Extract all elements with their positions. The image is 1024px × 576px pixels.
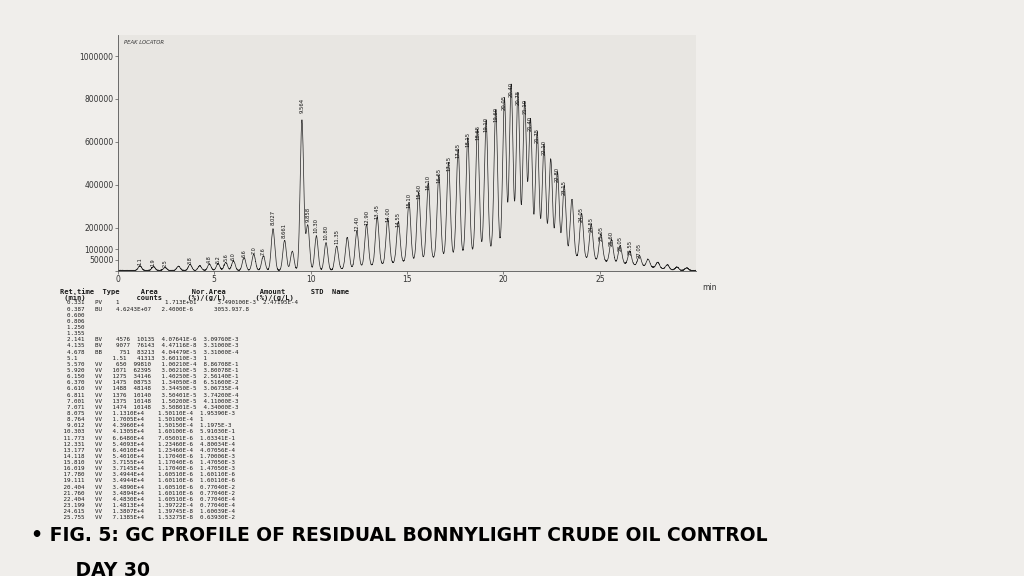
Text: 20.404   VV   3.4890E+4    1.60510E-6  0.77040E-2: 20.404 VV 3.4890E+4 1.60510E-6 0.77040E-… [59, 484, 234, 490]
Text: 5.1          1.51   41313  3.60110E-3  1: 5.1 1.51 41313 3.60110E-3 1 [59, 356, 207, 361]
Text: 8.075   VV   1.1310E+4    1.50110E-4  1.95390E-3: 8.075 VV 1.1310E+4 1.50110E-4 1.95390E-3 [59, 411, 234, 416]
Text: min: min [702, 282, 717, 291]
Text: 12.40: 12.40 [354, 217, 359, 232]
Text: DAY 30: DAY 30 [56, 561, 151, 576]
Text: 11.773   VV   6.6480E+4    7.05001E-6  1.03341E-1: 11.773 VV 6.6480E+4 7.05001E-6 1.03341E-… [59, 435, 234, 441]
Text: 10.80: 10.80 [324, 225, 329, 240]
Text: 9.012   VV   4.3960E+4    1.50150E-4  1.1975E-3: 9.012 VV 4.3960E+4 1.50150E-4 1.1975E-3 [59, 423, 231, 428]
Text: 23.199   VV   1.4813E+4    1.39722E-4  0.77040E-4: 23.199 VV 1.4813E+4 1.39722E-4 0.77040E-… [59, 503, 234, 508]
Text: 8.661: 8.661 [282, 222, 287, 238]
Text: 5.6: 5.6 [223, 254, 228, 262]
Text: 7.071   VV   1474  10148   3.50801E-5  4.34000E-3: 7.071 VV 1474 10148 3.50801E-5 4.34000E-… [59, 405, 239, 410]
Text: 6.6: 6.6 [242, 249, 247, 257]
Text: 19.10: 19.10 [483, 116, 488, 132]
Text: 16.019   VV   3.7145E+4    1.17040E-6  1.47050E-3: 16.019 VV 3.7145E+4 1.17040E-6 1.47050E-… [59, 466, 234, 471]
Text: 14.55: 14.55 [396, 211, 400, 226]
Text: 14.118   VV   5.4010E+4    1.17040E-6  1.70006E-3: 14.118 VV 5.4010E+4 1.17040E-6 1.70006E-… [59, 454, 234, 459]
Text: 20.05: 20.05 [502, 96, 507, 111]
Text: 7.6: 7.6 [261, 247, 266, 255]
Text: 9.564: 9.564 [299, 97, 304, 113]
Text: 4.135   BV    9077  76143  4.47116E-8  3.31000E-3: 4.135 BV 9077 76143 4.47116E-8 3.31000E-… [59, 343, 239, 348]
Text: 7.001   VV   1375  10148   1.50200E-5  4.11000E-3: 7.001 VV 1375 10148 1.50200E-5 4.11000E-… [59, 399, 239, 404]
Text: 25.60: 25.60 [609, 230, 614, 245]
Text: 0.806: 0.806 [59, 319, 84, 324]
Text: 0.387   BU    4.6243E+07   2.4000E-6      3053.937.8: 0.387 BU 4.6243E+07 2.4000E-6 3053.937.8 [59, 306, 249, 312]
Text: 25.05: 25.05 [598, 226, 603, 241]
Text: 3.8: 3.8 [187, 256, 193, 264]
Text: 21.10: 21.10 [522, 98, 527, 114]
Text: 6.0: 6.0 [231, 252, 236, 260]
Text: 0.331   PV    1             1.713E+01      3.490100E-3  2.47195E-4: 0.331 PV 1 1.713E+01 3.490100E-3 2.47195… [59, 301, 298, 305]
Text: 21.40: 21.40 [528, 115, 532, 131]
Text: 1.9: 1.9 [151, 258, 156, 266]
Text: 19.111   VV   3.4944E+4    1.60110E-6  1.60110E-6: 19.111 VV 3.4944E+4 1.60110E-6 1.60110E-… [59, 479, 234, 483]
Text: 18.65: 18.65 [475, 124, 480, 139]
Text: 10.30: 10.30 [314, 218, 318, 233]
Text: 17.780   VV   3.4944E+4    1.60510E-6  1.60110E-6: 17.780 VV 3.4944E+4 1.60510E-6 1.60110E-… [59, 472, 234, 478]
Text: 26.55: 26.55 [628, 240, 632, 255]
Text: 1.250: 1.250 [59, 325, 84, 330]
Text: PEAK LOCATOR: PEAK LOCATOR [124, 40, 164, 46]
Text: 20.75: 20.75 [515, 90, 520, 105]
Text: 5.570   VV    650  99810   1.00210E-4  8.86708E-1: 5.570 VV 650 99810 1.00210E-4 8.86708E-1 [59, 362, 239, 367]
Text: 24.05: 24.05 [580, 207, 584, 222]
Text: 21.75: 21.75 [535, 128, 540, 143]
Text: 8.764   VV   1.7005E+4    1.50100E-4  1: 8.764 VV 1.7005E+4 1.50100E-4 1 [59, 417, 203, 422]
Text: 6.150   VV   1275  34146   1.40250E-5  2.56140E-1: 6.150 VV 1275 34146 1.40250E-5 2.56140E-… [59, 374, 239, 379]
Text: 17.15: 17.15 [446, 156, 451, 170]
Text: 22.10: 22.10 [542, 140, 547, 155]
Text: 5.920   VV   1071  62395   3.00210E-5  3.80078E-1: 5.920 VV 1071 62395 3.00210E-5 3.80078E-… [59, 368, 239, 373]
Text: 23.15: 23.15 [562, 180, 566, 195]
Text: 26.05: 26.05 [617, 236, 623, 251]
Text: 24.615   VV   1.3807E+4    1.39745E-8  1.60039E-4: 24.615 VV 1.3807E+4 1.39745E-8 1.60039E-… [59, 509, 234, 514]
Text: 10.303   VV   4.1305E+4    1.60100E-6  5.91030E-1: 10.303 VV 4.1305E+4 1.60100E-6 5.91030E-… [59, 429, 234, 434]
Text: 22.404   VV   4.4830E+4    1.60510E-6  0.77040E-4: 22.404 VV 4.4830E+4 1.60510E-6 0.77040E-… [59, 497, 234, 502]
Text: 16.10: 16.10 [426, 175, 431, 190]
Text: 27.05: 27.05 [637, 243, 642, 258]
Text: 1.1: 1.1 [137, 257, 142, 265]
Text: Ret.time  Type     Area        Nor.Area        Amount      STD  Name: Ret.time Type Area Nor.Area Amount STD N… [59, 288, 349, 295]
Text: • FIG. 5: GC PROFILE OF RESIDUAL BONNYLIGHT CRUDE OIL CONTROL: • FIG. 5: GC PROFILE OF RESIDUAL BONNYLI… [31, 526, 767, 545]
Text: 0.600: 0.600 [59, 313, 84, 318]
Text: 20.40: 20.40 [509, 82, 514, 97]
Text: 4.8: 4.8 [207, 255, 212, 263]
Text: 1.355: 1.355 [59, 331, 84, 336]
Text: 9.858: 9.858 [305, 207, 310, 222]
Text: 5.2: 5.2 [215, 255, 220, 263]
Text: (min)            counts      (%)/(g/L)       (%)/(g/L): (min) counts (%)/(g/L) (%)/(g/L) [59, 294, 294, 301]
Text: 12.90: 12.90 [365, 210, 369, 225]
Text: 16.65: 16.65 [436, 168, 441, 183]
Text: 7.0: 7.0 [251, 246, 256, 253]
Text: 15.810   VV   3.7155E+4    1.17040E-6  1.47050E-3: 15.810 VV 3.7155E+4 1.17040E-6 1.47050E-… [59, 460, 234, 465]
Text: 15.10: 15.10 [407, 192, 412, 207]
Text: 6.610   VV   1488  48148   3.34450E-5  3.06735E-4: 6.610 VV 1488 48148 3.34450E-5 3.06735E-… [59, 386, 239, 391]
Text: 2.5: 2.5 [163, 259, 168, 267]
Text: 6.811   VV   1376  10140   3.50401E-5  3.74200E-4: 6.811 VV 1376 10140 3.50401E-5 3.74200E-… [59, 392, 239, 397]
Text: 8.027: 8.027 [270, 210, 275, 225]
Text: 14.00: 14.00 [385, 207, 390, 222]
Text: 12.331   VV   5.4093E+4    1.23460E-6  4.80034E-4: 12.331 VV 5.4093E+4 1.23460E-6 4.80034E-… [59, 442, 234, 446]
Text: 22.80: 22.80 [555, 167, 560, 182]
Text: 15.60: 15.60 [416, 184, 421, 199]
Text: 21.760   VV   3.4894E+4    1.60110E-6  0.77040E-2: 21.760 VV 3.4894E+4 1.60110E-6 0.77040E-… [59, 491, 234, 496]
Text: 6.370   VV   1475  08753   1.34050E-8  6.51600E-2: 6.370 VV 1475 08753 1.34050E-8 6.51600E-… [59, 380, 239, 385]
Text: 18.15: 18.15 [465, 132, 470, 147]
Text: 24.55: 24.55 [589, 217, 594, 232]
Text: 17.65: 17.65 [456, 143, 461, 158]
Text: 11.35: 11.35 [334, 229, 339, 244]
Text: 4.678   BB     751  83213  4.04479E-5  3.31000E-4: 4.678 BB 751 83213 4.04479E-5 3.31000E-4 [59, 350, 239, 355]
Text: 2.141   BV    4576  10135  4.07641E-6  3.09760E-3: 2.141 BV 4576 10135 4.07641E-6 3.09760E-… [59, 338, 239, 342]
Text: 25.755   VV   7.1385E+4    1.53275E-8  0.63930E-2: 25.755 VV 7.1385E+4 1.53275E-8 0.63930E-… [59, 516, 234, 520]
Text: 13.177   VV   6.4010E+4    1.23460E-4  4.07056E-4: 13.177 VV 6.4010E+4 1.23460E-4 4.07056E-… [59, 448, 234, 453]
Text: 19.60: 19.60 [494, 107, 499, 122]
Text: 13.45: 13.45 [375, 204, 380, 219]
